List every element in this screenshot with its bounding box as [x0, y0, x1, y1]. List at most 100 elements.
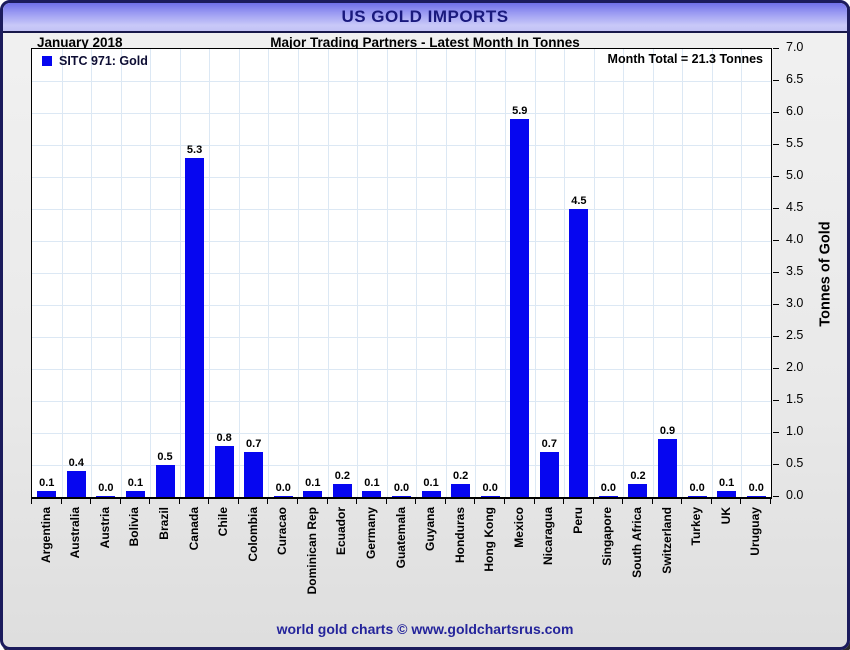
y-axis-tick-label: 5.5: [786, 136, 804, 150]
bar-value-label: 0.2: [452, 470, 469, 483]
x-axis-tick: [444, 499, 446, 504]
y-axis-tick: [773, 80, 779, 81]
window-title: US GOLD IMPORTS: [341, 7, 509, 26]
horizontal-gridline: [32, 81, 771, 82]
x-axis-tick: [208, 499, 210, 504]
bar: [332, 484, 352, 497]
x-axis-label: Germany: [363, 507, 378, 560]
bar-value-label: 0.7: [246, 438, 262, 451]
legend-color-swatch: [42, 56, 52, 66]
bar: [273, 496, 293, 497]
bar: [687, 496, 707, 497]
bar: [717, 490, 737, 497]
y-axis-title: Tonnes of Gold: [809, 48, 843, 499]
y-axis-tick: [773, 48, 779, 49]
legend-label: SITC 971: Gold: [59, 54, 148, 68]
period-label: January 2018: [37, 35, 123, 50]
horizontal-gridline: [32, 177, 771, 178]
bar-value-label: 0.1: [364, 476, 380, 489]
y-axis-tick-label: 1.0: [786, 424, 804, 438]
bar: [392, 496, 411, 497]
y-axis-tick: [773, 272, 779, 273]
y-axis-tick: [773, 336, 779, 337]
bar: [510, 119, 530, 497]
vertical-gridline: [268, 49, 270, 497]
x-axis-tick: [503, 499, 505, 504]
bar: [66, 471, 86, 497]
y-axis-tick: [773, 432, 779, 433]
bar: [628, 484, 648, 497]
x-axis-label: Hong Kong: [482, 507, 497, 572]
x-axis-tick: [385, 499, 387, 504]
x-axis-label: Australia: [68, 507, 83, 559]
x-axis-label: Singapore: [600, 507, 615, 566]
bar-value-label: 0.2: [334, 470, 351, 483]
bar-value-label: 0.0: [689, 482, 705, 494]
bar: [96, 496, 116, 497]
horizontal-gridline: [32, 305, 771, 306]
x-axis-label: Honduras: [452, 507, 467, 564]
bar: [421, 490, 441, 497]
bar-value-label: 0.1: [39, 476, 55, 489]
horizontal-gridline: [32, 145, 771, 146]
y-axis-tick: [773, 240, 779, 241]
footer: world gold charts © www.goldchartsrus.co…: [3, 621, 847, 639]
x-axis-tick: [770, 499, 771, 504]
x-axis-tick: [267, 499, 269, 504]
x-axis-label: Peru: [570, 507, 585, 534]
bar: [244, 452, 264, 497]
x-axis-tick: [297, 499, 299, 504]
x-axis-tick: [710, 499, 712, 504]
y-axis-tick: [773, 208, 779, 209]
y-axis-tick-label: 7.0: [786, 40, 804, 54]
bar: [539, 452, 559, 497]
bar-value-label: 0.0: [98, 482, 114, 494]
x-axis-label: Turkey: [689, 507, 704, 546]
vertical-gridline: [504, 49, 506, 497]
x-axis-label: Switzerland: [659, 507, 674, 574]
x-axis-label: Bolivia: [127, 507, 142, 547]
x-axis-tick: [622, 499, 624, 504]
vertical-gridline: [91, 49, 93, 497]
bar-value-label: 0.1: [423, 476, 439, 489]
x-axis-tick: [474, 499, 476, 504]
footer-credit[interactable]: world gold charts © www.goldchartsrus.co…: [276, 621, 574, 637]
bar-value-label: 0.0: [600, 482, 617, 494]
y-axis-tick: [773, 304, 779, 305]
y-axis-tick-label: 6.5: [786, 72, 804, 86]
x-axis-label: UK: [718, 507, 733, 525]
horizontal-gridline: [32, 369, 771, 370]
y-axis-tick-label: 6.0: [786, 104, 804, 118]
bar-value-label: 0.0: [482, 482, 498, 494]
bar: [569, 209, 589, 497]
bar: [37, 490, 57, 497]
vertical-gridline: [327, 49, 329, 497]
bar-value-label: 5.9: [512, 105, 528, 118]
y-axis-tick-label: 2.5: [786, 328, 804, 342]
y-axis-tick: [773, 144, 779, 145]
x-axis-tick: [119, 499, 121, 504]
y-axis-tick: [773, 112, 779, 113]
y-axis-tick-label: 1.5: [786, 392, 804, 406]
x-axis-label: Guyana: [423, 507, 438, 552]
bar-value-label: 0.4: [68, 457, 84, 470]
bar: [185, 157, 205, 497]
bar-value-label: 5.3: [186, 143, 203, 156]
bar-value-label: 0.7: [541, 438, 557, 451]
y-axis-tick-label: 4.0: [786, 232, 804, 246]
horizontal-gridline: [32, 337, 771, 338]
x-axis-label: Guatemala: [393, 507, 408, 569]
bar: [362, 490, 382, 497]
bar: [598, 496, 618, 497]
horizontal-gridline: [32, 209, 771, 210]
y-axis-tick-label: 0.0: [786, 488, 804, 502]
chart-subtitle: Major Trading Partners - Latest Month In…: [270, 35, 580, 50]
y-axis-tick-label: 3.5: [786, 264, 804, 278]
y-axis-tick: [773, 368, 779, 369]
vertical-gridline: [209, 49, 211, 497]
bar-value-label: 0.0: [748, 482, 764, 494]
y-axis-tick: [773, 400, 779, 401]
bar-value-label: 0.8: [216, 431, 232, 444]
vertical-gridline: [593, 49, 595, 497]
